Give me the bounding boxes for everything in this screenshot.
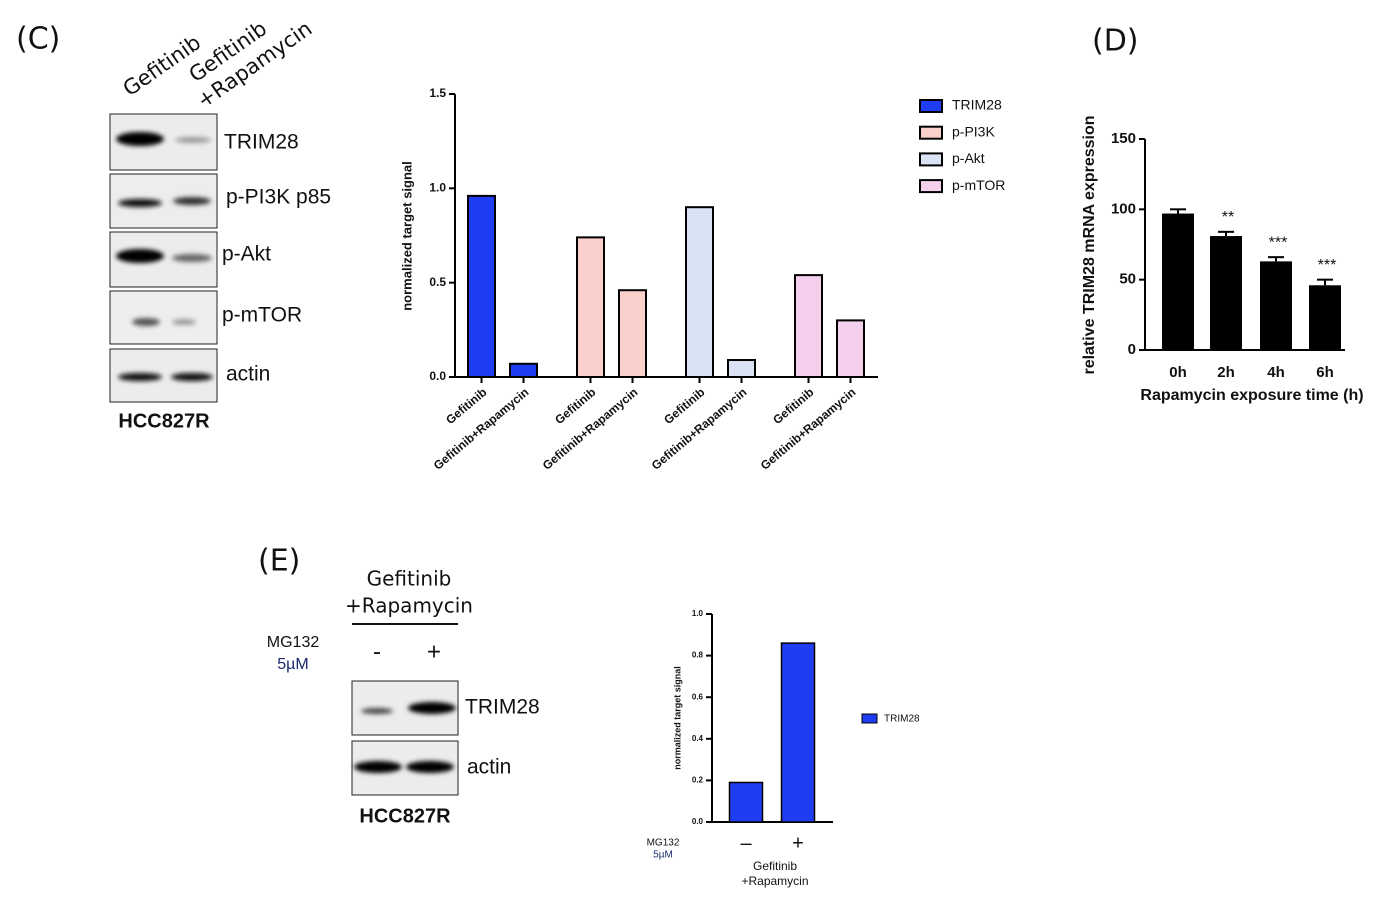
band (171, 373, 213, 381)
band (116, 249, 164, 263)
bar (467, 194, 496, 378)
bar (1260, 261, 1292, 350)
band (406, 761, 454, 773)
y-tick-label: 1.0 (429, 181, 446, 195)
bar (576, 236, 605, 378)
legend-label: p-PI3K (952, 123, 995, 139)
bar (1210, 236, 1242, 350)
row-label: MG132 (647, 838, 680, 849)
band (172, 254, 212, 262)
band (118, 199, 162, 207)
bar (1162, 213, 1194, 350)
panel-label: (D) (1092, 24, 1139, 59)
y-axis-label: normalized target signal (672, 666, 682, 770)
band (175, 137, 211, 143)
row-label: p-mTOR (222, 304, 302, 327)
x-tick-label: + (792, 832, 804, 854)
header: +Rapamycin (345, 594, 473, 618)
y-axis-label: relative TRIM28 mRNA expression (1081, 115, 1098, 374)
panel-label: (E) (258, 544, 300, 579)
row-label: p-Akt (222, 243, 271, 266)
bar (1309, 285, 1341, 350)
x-tick-label: 2h (1217, 364, 1235, 381)
x-tick-label: 4h (1267, 364, 1285, 381)
blot-e: Gefitinib +Rapamycin MG132 5µM - + TRIM2… (267, 567, 540, 828)
panel-label: (C) (16, 22, 60, 57)
row-label: 5µM (653, 850, 673, 861)
legend-swatch (919, 99, 943, 113)
significance: *** (1269, 234, 1288, 251)
legend-label: TRIM28 (884, 714, 920, 725)
band (354, 761, 402, 773)
blot-box (109, 290, 218, 345)
band (408, 702, 456, 714)
y-tick-label: 0.8 (692, 651, 704, 660)
legend-swatch (919, 152, 943, 167)
y-tick-label: 0.0 (429, 369, 446, 383)
y-tick-label: 1.0 (692, 609, 704, 618)
cell-line: HCC827R (359, 805, 451, 827)
treatment: 5µM (277, 656, 308, 673)
y-tick-label: 0 (1128, 341, 1136, 358)
bar (780, 642, 816, 823)
x-tick-label: – (740, 832, 752, 854)
y-tick-label: 1.5 (429, 86, 446, 100)
band (173, 197, 211, 205)
y-tick-label: 100 (1111, 200, 1136, 217)
significance: *** (1318, 257, 1337, 274)
band (118, 373, 162, 381)
header: Gefitinib (367, 567, 452, 591)
group-label: +Rapamycin (741, 874, 808, 888)
bar (794, 274, 823, 378)
y-tick-label: 0.5 (429, 275, 446, 289)
bar (685, 206, 714, 378)
legend-label: p-mTOR (952, 177, 1005, 193)
legend-swatch (919, 125, 943, 140)
band (116, 132, 164, 146)
y-tick-label: 150 (1111, 130, 1136, 147)
y-tick-label: 0.6 (692, 692, 704, 701)
group-label: Gefitinib (753, 859, 797, 873)
blot-c: Gefitinib Gefitinib +Rapamycin TRIM28 p-… (109, 16, 331, 432)
bar (728, 781, 764, 823)
y-tick-label: 0.4 (692, 734, 704, 743)
bar (836, 319, 865, 378)
lane-label: + (427, 638, 441, 665)
y-tick-label: 50 (1119, 271, 1136, 288)
y-axis-label: normalized target signal (399, 161, 414, 311)
significance: ** (1222, 209, 1234, 226)
y-tick-label: 0.0 (692, 817, 704, 826)
row-label: p-PI3K p85 (226, 186, 331, 209)
cell-line: HCC827R (118, 410, 210, 432)
bar (618, 289, 647, 379)
x-tick-label: 0h (1169, 364, 1187, 381)
bar (727, 359, 756, 378)
band (132, 318, 160, 326)
legend-swatch (919, 179, 943, 194)
band (172, 319, 196, 325)
legend-label: TRIM28 (952, 97, 1002, 113)
row-label: actin (467, 756, 511, 779)
row-label: TRIM28 (224, 131, 299, 154)
bar (509, 362, 538, 379)
treatment: MG132 (267, 634, 320, 651)
row-label: actin (226, 363, 270, 386)
y-tick-label: 0.2 (692, 776, 704, 785)
legend-label: p-Akt (952, 150, 985, 166)
band (361, 708, 393, 714)
legend-swatch (861, 713, 878, 724)
x-axis-label: Rapamycin exposure time (h) (1140, 387, 1363, 404)
row-label: TRIM28 (465, 696, 540, 719)
lane-label: - (373, 638, 381, 665)
x-tick-label: 6h (1316, 364, 1334, 381)
